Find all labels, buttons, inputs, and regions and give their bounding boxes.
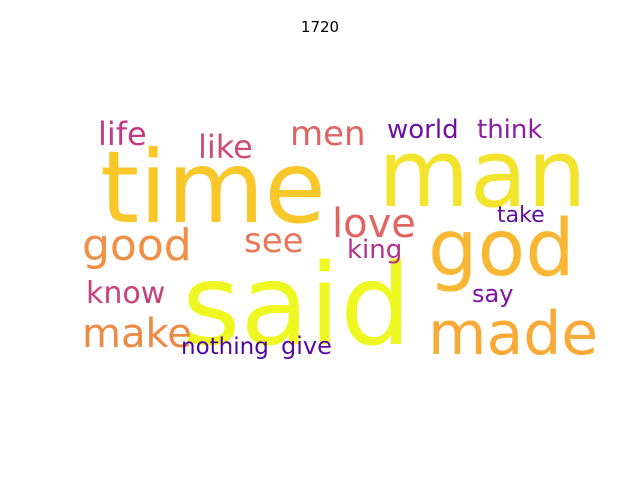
word-men: men xyxy=(290,114,366,154)
word-know: know xyxy=(86,276,166,311)
word-nothing: nothing xyxy=(181,334,269,360)
word-like: like xyxy=(198,128,253,166)
word-make: make xyxy=(82,311,192,357)
word-say: say xyxy=(472,280,514,308)
word-take: take xyxy=(497,203,545,228)
word-see: see xyxy=(244,221,304,261)
word-life: life xyxy=(98,115,147,153)
word-think: think xyxy=(477,115,543,145)
word-give: give xyxy=(281,332,332,360)
word-good: good xyxy=(82,220,192,271)
word-love: love xyxy=(332,201,416,247)
word-said: said xyxy=(182,241,412,371)
word-time: time xyxy=(100,129,326,246)
word-world: world xyxy=(387,115,459,145)
word-king: king xyxy=(347,235,403,265)
word-made: made xyxy=(428,299,599,369)
chart-title: 1720 xyxy=(300,18,340,36)
word-god: god xyxy=(428,204,575,294)
word-man: man xyxy=(378,120,587,229)
